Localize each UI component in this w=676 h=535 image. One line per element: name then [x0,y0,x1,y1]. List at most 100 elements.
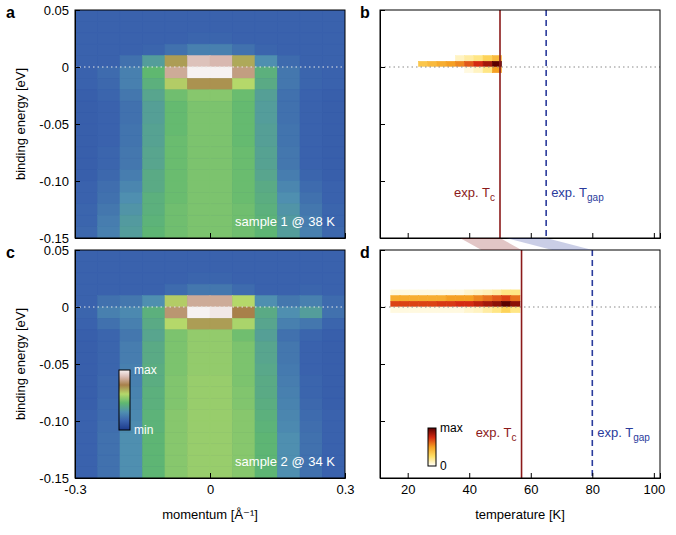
heat-cell [165,387,188,398]
heat-cell [255,101,278,112]
heat-cell [474,296,483,302]
heat-cell [165,284,188,295]
heat-cell [483,307,492,313]
heat-cell [188,192,211,203]
heat-cell [75,90,98,101]
y-axis-line [76,11,81,239]
heat-cell [120,318,143,329]
heat-cell [255,387,278,398]
heat-cell [188,90,211,101]
heat-cell [233,90,256,101]
heat-cell [255,296,278,307]
heat-cell [143,284,166,295]
heat-cell [120,330,143,341]
heat-cell [165,444,188,455]
heat-cell [492,301,501,307]
heat-cell [98,113,121,124]
heat-cell [188,284,211,295]
heat-cell [233,113,256,124]
heat-cell [188,158,211,169]
heat-cell [98,158,121,169]
heat-cell [165,296,188,307]
heat-cell [210,307,233,318]
heat-cell [233,318,256,329]
heat-cell [120,307,143,318]
heat-cell [210,273,233,284]
y-tick: 0.05 [44,243,80,258]
heat-cell [300,398,323,409]
heat-cell [75,421,98,432]
panel: -0.300.30.050-0.05-0.10-0.15binding ener… [13,243,355,522]
heat-cell [165,421,188,432]
line-label-sub: c [512,432,517,443]
heat-cell [278,318,301,329]
y-tick [380,181,385,182]
heat-cell [210,432,233,443]
heat-cell [188,444,211,455]
x-tick-mark [531,233,532,238]
heat-cell [278,375,301,386]
heat-cell [391,301,400,307]
heat-cell [428,67,437,73]
x-axis-line [76,233,346,239]
heat-cell [210,421,233,432]
y-tick-mark [380,478,385,479]
heat-cell [210,410,233,421]
heat-cell [400,301,409,307]
heat-cell [143,101,166,112]
heat-cell [278,387,301,398]
heat-cell [143,67,166,78]
heat-cell [233,387,256,398]
heat-cell [300,273,323,284]
heat-cell [492,296,501,302]
y-tick: -0.05 [39,117,80,132]
heat-cell [188,330,211,341]
heat-cell [300,250,323,261]
heat-cell [278,44,301,55]
heat-cell [188,261,211,272]
heat-cell [165,307,188,318]
heat-cell [428,301,437,307]
heat-cell [143,330,166,341]
heat-cell [278,113,301,124]
heat-cell [75,10,98,21]
heat-cell [98,215,121,226]
plot-background [75,250,345,478]
heat-cell [278,341,301,352]
y-tick-mark [75,364,80,365]
heat-cell [437,56,446,62]
heat-cell [511,290,520,296]
y-tick-label: 0.05 [44,3,69,18]
y-tick: -0.15 [39,471,80,486]
heat-cell [143,444,166,455]
heat-cell [255,375,278,386]
heat-cell [165,33,188,44]
heat-cell [437,307,446,313]
x-tick-mark [408,473,409,478]
heat-cell [188,250,211,261]
heat-cell [278,330,301,341]
y-tick-label: -0.10 [39,414,69,429]
heat-cell [409,301,418,307]
heat-cell [446,56,455,62]
y-tick-mark [75,238,80,239]
heat-cell [233,44,256,55]
panel: exp. Tcexp. Tgap [380,10,661,239]
heat-cell [300,410,323,421]
heat-cell [323,432,346,443]
line-label-sub: gap [587,192,604,203]
heat-cell [188,318,211,329]
heat-cell [428,296,437,302]
heat-cell [210,181,233,192]
heat-cell [210,215,233,226]
panel-label: b [360,4,370,21]
heat-cell [120,78,143,89]
heat-cell [437,61,446,67]
heat-cell [437,301,446,307]
heat-cell [120,33,143,44]
heat-cell [188,432,211,443]
heat-cell [300,113,323,124]
heat-cell [188,455,211,466]
heat-cell [75,341,98,352]
heat-cell [165,124,188,135]
